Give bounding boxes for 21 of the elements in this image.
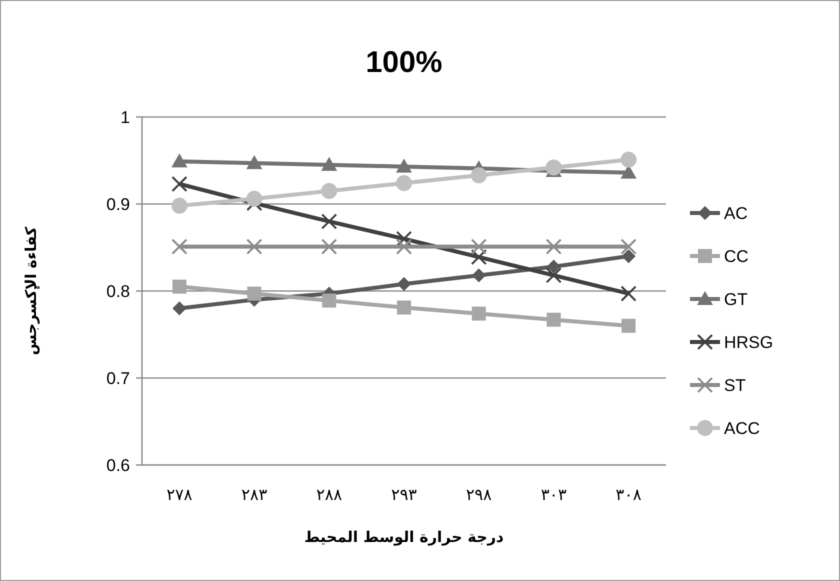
legend-label: ACC	[724, 419, 760, 438]
y-tick-label: 0.7	[106, 369, 130, 388]
x-tick-label: ٣٠٣	[540, 485, 568, 504]
x-tick-label: ٢٨٨	[316, 485, 342, 504]
legend-label: GT	[724, 290, 748, 309]
x-tick-label: ٢٩٣	[391, 485, 418, 504]
x-axis-title: درجة حرارة الوسط المحيط	[304, 528, 504, 546]
legend-label: CC	[724, 247, 749, 266]
chart-title: 100%	[366, 46, 442, 79]
y-axis-title: كفاءة الإكسرجس	[22, 226, 40, 356]
y-tick-label: 0.9	[106, 195, 130, 214]
legend-label: ST	[724, 376, 746, 395]
x-tick-label: ٢٩٨	[466, 485, 492, 504]
legend-label: AC	[724, 204, 748, 223]
x-tick-label: ٣٠٨	[616, 485, 642, 504]
y-tick-label: 0.6	[106, 456, 130, 475]
x-tick-label: ٢٨٣	[241, 485, 268, 504]
x-tick-label: ٢٧٨	[166, 485, 193, 504]
y-tick-label: 0.8	[106, 282, 130, 301]
y-tick-label: 1	[120, 108, 130, 127]
legend-label: HRSG	[724, 333, 774, 352]
